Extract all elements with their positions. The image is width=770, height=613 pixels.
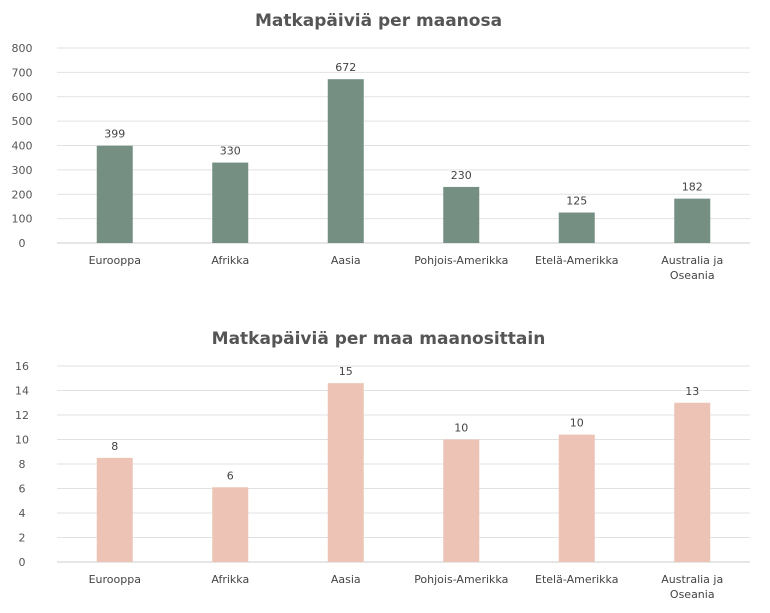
y-tick-label: 500 [12, 115, 33, 128]
category-label: Eurooppa [89, 573, 141, 586]
category-label: Eurooppa [89, 254, 141, 267]
bar [327, 79, 364, 243]
y-tick-label: 6 [19, 483, 26, 496]
y-tick-label: 0 [19, 237, 26, 250]
y-tick-label: 14 [15, 385, 29, 398]
y-tick-label: 8 [19, 458, 26, 471]
category-label: Etelä-Amerikka [535, 254, 618, 267]
category-label: Aasia [331, 573, 361, 586]
category-label: Australia ja Oseania [661, 573, 723, 601]
y-tick-label: 700 [12, 66, 33, 79]
data-label: 15 [339, 365, 353, 378]
y-tick-label: 400 [12, 140, 33, 153]
data-label: 8 [111, 440, 118, 453]
y-tick-label: 12 [15, 409, 29, 422]
bar [558, 212, 595, 243]
bar [674, 198, 711, 243]
data-label: 6 [227, 469, 234, 482]
bar [327, 383, 364, 562]
data-label: 230 [451, 169, 472, 182]
category-label: Australia ja Oseania [661, 254, 723, 282]
bar [558, 434, 595, 562]
data-label: 125 [566, 195, 587, 208]
bar [212, 162, 249, 243]
bar [443, 186, 480, 243]
bar [674, 402, 711, 562]
chart-title: Matkapäiviä per maanosa [255, 11, 502, 31]
category-label: Aasia [331, 254, 361, 267]
data-label: 330 [220, 145, 241, 158]
bar [96, 145, 133, 243]
bar [212, 487, 249, 562]
y-tick-label: 200 [12, 188, 33, 201]
category-label: Afrikka [211, 573, 249, 586]
y-tick-label: 2 [19, 532, 26, 545]
y-tick-label: 600 [12, 91, 33, 104]
category-label: Etelä-Amerikka [535, 573, 618, 586]
y-tick-label: 100 [12, 213, 33, 226]
data-label: 13 [685, 385, 699, 398]
y-tick-label: 4 [19, 507, 26, 520]
data-label: 10 [570, 417, 584, 430]
bar [443, 439, 480, 562]
category-label: Pohjois-Amerikka [414, 573, 508, 586]
y-tick-label: 300 [12, 164, 33, 177]
y-tick-label: 16 [15, 360, 29, 373]
y-tick-label: 0 [19, 556, 26, 569]
data-label: 672 [335, 61, 356, 74]
y-tick-label: 10 [15, 434, 29, 447]
bar [96, 457, 133, 562]
category-label: Afrikka [211, 254, 249, 267]
category-label: Pohjois-Amerikka [414, 254, 508, 267]
data-label: 399 [104, 128, 125, 141]
data-label: 182 [682, 181, 703, 194]
y-tick-label: 800 [12, 42, 33, 55]
chart-title: Matkapäiviä per maa maanosittain [212, 329, 546, 349]
data-label: 10 [454, 422, 468, 435]
